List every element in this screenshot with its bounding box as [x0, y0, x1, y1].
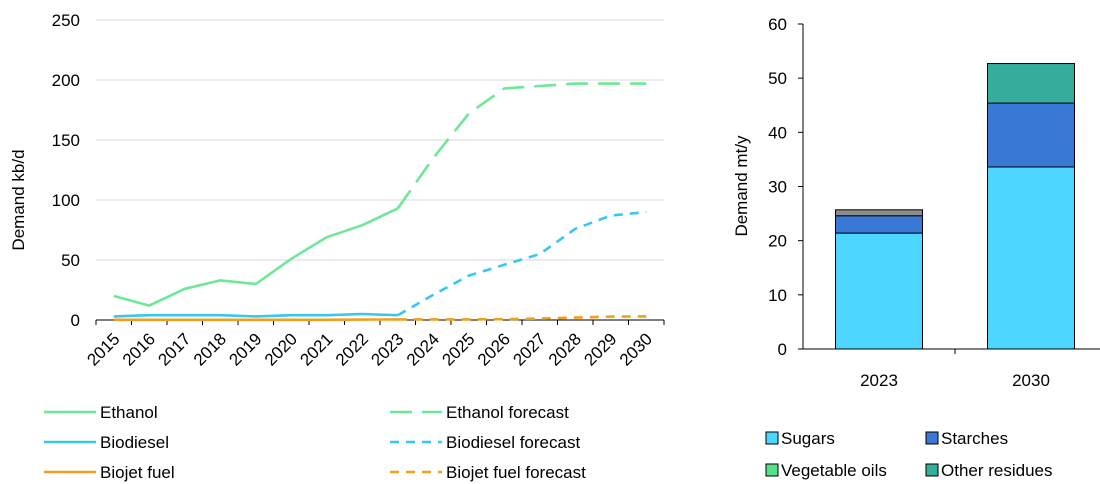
y-tick-label: 200	[52, 71, 80, 90]
y-tick-label: 0	[71, 311, 80, 330]
y-tick-label: 40	[768, 123, 787, 142]
legend-swatch	[925, 431, 939, 445]
bar-segment-starches	[987, 102, 1075, 168]
x-tick-label: 2022	[332, 329, 372, 369]
y-tick-label: 30	[768, 178, 787, 197]
x-tick-label: 2027	[509, 329, 549, 369]
legend-swatch	[765, 431, 779, 445]
y-tick-label: 100	[52, 191, 80, 210]
y-tick-label: 50	[768, 69, 787, 88]
legend-label: Vegetable oils	[781, 461, 887, 480]
x-tick-label: 2018	[190, 329, 230, 369]
x-tick-label: 2024	[403, 329, 443, 369]
x-tick-label: 2023	[367, 329, 407, 369]
x-tick-label: 2030	[616, 329, 656, 369]
bar-segment-starches	[835, 215, 923, 234]
bar-segment-sugars	[835, 232, 923, 350]
bar-segment-sugars	[987, 166, 1075, 350]
y-tick-label: 250	[52, 11, 80, 30]
x-tick-label: 2021	[296, 329, 336, 369]
x-tick-label: 2017	[154, 329, 194, 369]
legend-label: Starches	[941, 429, 1008, 448]
series-line-biodiesel-forecast	[397, 210, 647, 317]
series-line-biojet-fuel-forecast	[397, 315, 647, 321]
legend-label: Biodiesel forecast	[446, 433, 580, 452]
y-tick-label: 60	[768, 15, 787, 34]
bar-chart-ylabel: Demand mt/y	[732, 135, 751, 237]
line-chart: Demand kb/d 0501001502002502015201620172…	[9, 11, 665, 482]
series-line-ethanol-forecast	[396, 82, 647, 210]
legend-label: Sugars	[781, 429, 835, 448]
x-tick-label: 2019	[225, 329, 265, 369]
series-line-ethanol	[113, 207, 399, 307]
line-chart-ylabel: Demand kb/d	[9, 149, 28, 250]
y-tick-label: 150	[52, 131, 80, 150]
bar-segment-other-residues	[987, 63, 1075, 104]
y-tick-label: 0	[778, 340, 787, 359]
legend-label: Ethanol	[100, 403, 158, 422]
legend-label: Biodiesel	[100, 433, 169, 452]
y-tick-label: 20	[768, 232, 787, 251]
x-tick-label: 2028	[545, 329, 585, 369]
y-tick-label: 50	[61, 251, 80, 270]
legend-label: Ethanol forecast	[446, 403, 569, 422]
legend-label: Biojet fuel forecast	[446, 463, 586, 482]
series-line-biodiesel	[113, 312, 398, 318]
x-tick-label: 2025	[438, 329, 478, 369]
x-tick-label: 2023	[860, 371, 898, 390]
legend-label: Biojet fuel	[100, 463, 175, 482]
y-tick-label: 10	[768, 286, 787, 305]
legend-swatch	[765, 463, 779, 477]
x-tick-label: 2029	[580, 329, 620, 369]
x-tick-label: 2015	[83, 329, 123, 369]
x-tick-label: 2026	[474, 329, 514, 369]
legend-label: Other residues	[941, 461, 1053, 480]
x-tick-label: 2030	[1012, 371, 1050, 390]
x-tick-label: 2016	[119, 329, 159, 369]
x-tick-label: 2020	[261, 329, 301, 369]
bar-segment-unlabelled	[835, 209, 923, 217]
legend-swatch	[925, 463, 939, 477]
